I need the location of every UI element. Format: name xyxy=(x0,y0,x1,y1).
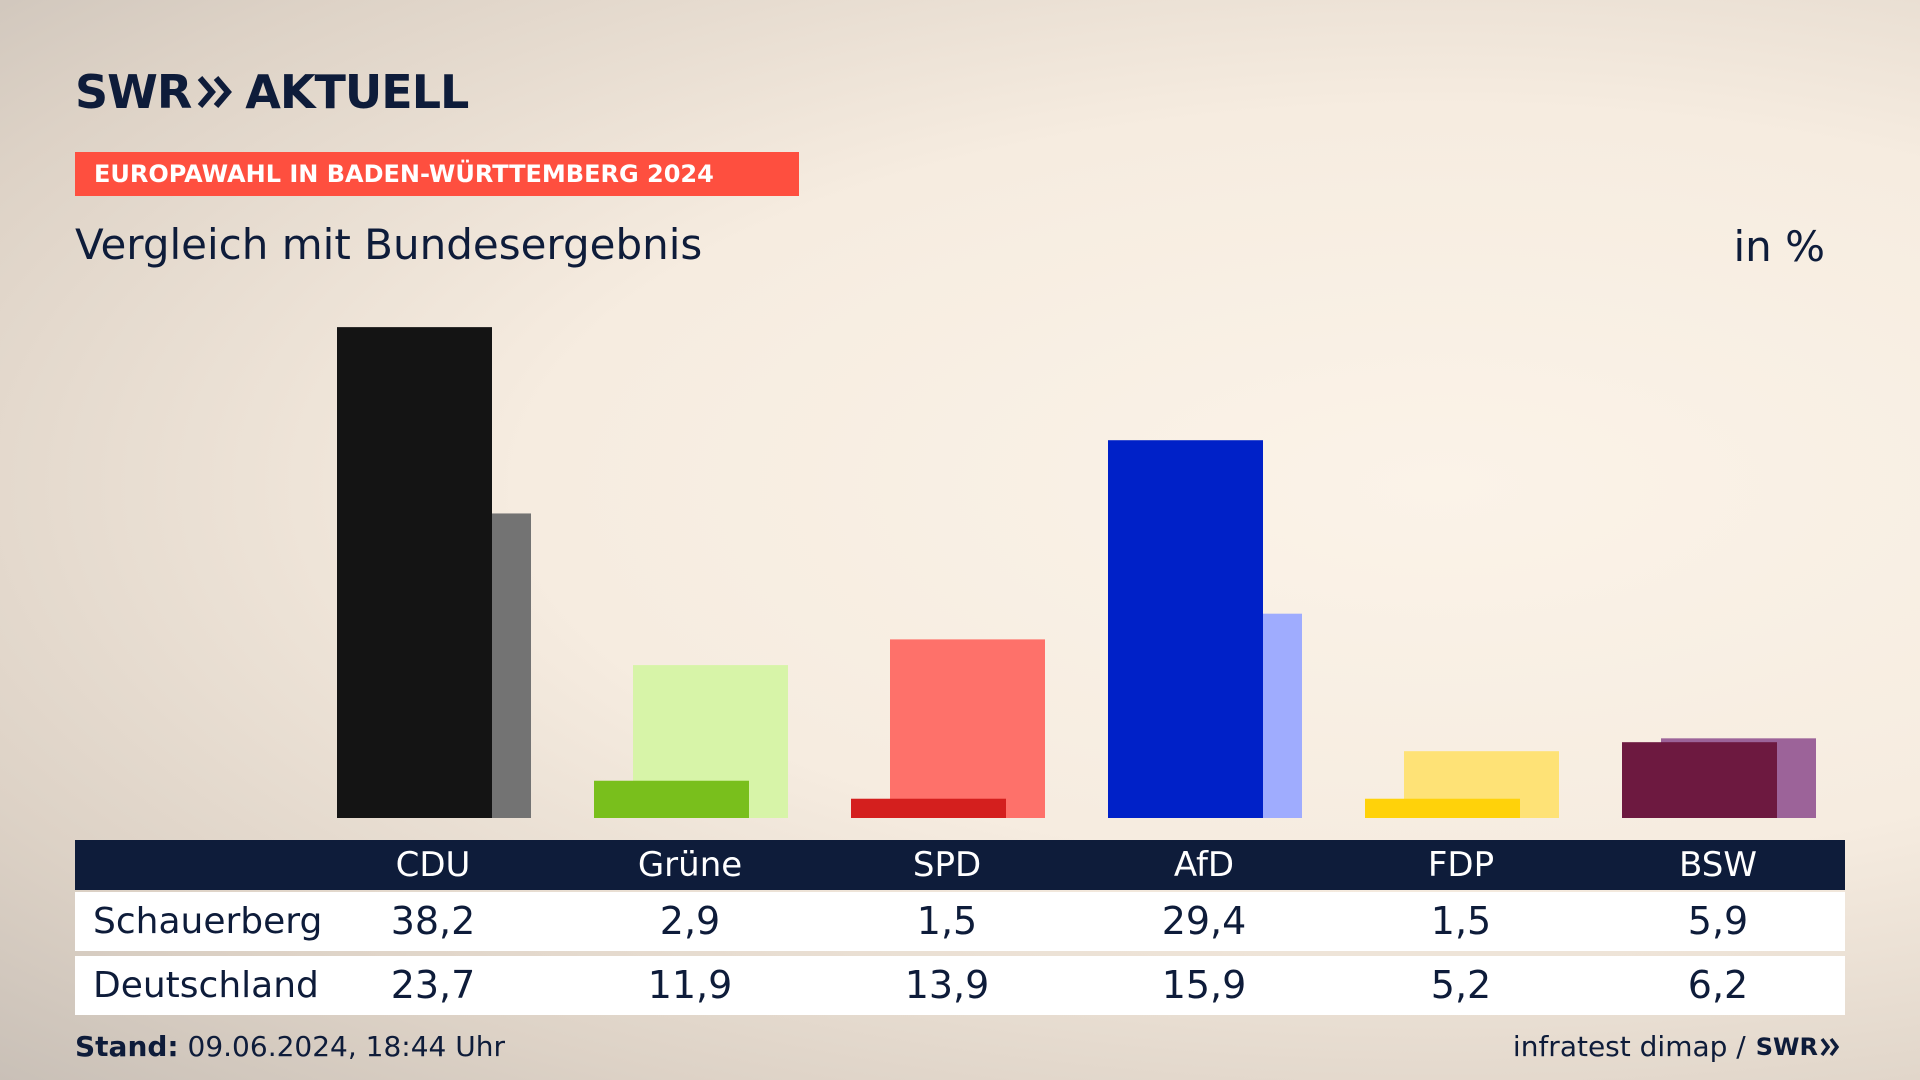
party-header: CDU xyxy=(395,845,471,885)
bar-schauerberg-afd xyxy=(1108,440,1263,818)
value-cell: 1,5 xyxy=(916,899,978,943)
value-cell: 2,9 xyxy=(659,899,721,943)
double-chevron-icon xyxy=(1820,1037,1840,1056)
row-label-deutschland: Deutschland xyxy=(93,965,319,1006)
bar-schauerberg-bsw xyxy=(1622,742,1777,818)
party-header: BSW xyxy=(1679,845,1757,885)
party-header: AfD xyxy=(1173,845,1235,885)
party-header: SPD xyxy=(912,845,982,885)
mini-logo-text: SWR xyxy=(1755,1032,1818,1061)
value-cell: 5,9 xyxy=(1687,899,1749,943)
unit-label: in % xyxy=(1733,222,1825,271)
value-cell: 6,2 xyxy=(1687,963,1749,1007)
logo-swr-text: SWR xyxy=(75,65,192,119)
swr-aktuell-logo: SWR AKTUELL xyxy=(75,65,469,119)
source-credit: infratest dimap / SWR xyxy=(1513,1030,1842,1063)
party-header: Grüne xyxy=(637,845,743,885)
table-row: Schauerberg 38,2 2,9 1,5 29,4 1,5 5,9 xyxy=(75,892,1845,951)
value-cell: 5,2 xyxy=(1430,963,1492,1007)
election-banner: EUROPAWAHL IN BADEN-WÜRTTEMBERG 2024 xyxy=(75,152,799,196)
bar-chart xyxy=(337,327,1816,818)
chart-subtitle: Vergleich mit Bundesergebnis xyxy=(75,220,703,269)
bar-schauerberg-grüne xyxy=(594,780,749,818)
party-header: FDP xyxy=(1427,845,1495,885)
value-cell: 38,2 xyxy=(390,899,476,943)
bar-deutschland-spd xyxy=(890,639,1045,818)
timestamp: Stand: 09.06.2024, 18:44 Uhr xyxy=(75,1030,505,1063)
value-cell: 13,9 xyxy=(904,963,990,1007)
table-header-row: CDU Grüne SPD AfD FDP BSW xyxy=(75,840,1845,890)
bar-schauerberg-spd xyxy=(851,798,1006,818)
value-cell: 1,5 xyxy=(1430,899,1492,943)
row-label-schauerberg: Schauerberg xyxy=(93,901,323,942)
stand-label: Stand: xyxy=(75,1030,179,1063)
value-cell: 23,7 xyxy=(390,963,476,1007)
source-text: infratest dimap / xyxy=(1512,1030,1746,1063)
bar-schauerberg-cdu xyxy=(337,327,492,818)
double-chevron-icon xyxy=(198,76,233,108)
value-cell: 15,9 xyxy=(1161,963,1247,1007)
value-cell: 29,4 xyxy=(1161,899,1247,943)
logo-aktuell-text: AKTUELL xyxy=(245,65,469,119)
value-cell: 11,9 xyxy=(647,963,733,1007)
bar-schauerberg-fdp xyxy=(1365,798,1520,818)
swr-mini-logo: SWR xyxy=(1756,1033,1842,1061)
table-row: Deutschland 23,7 11,9 13,9 15,9 5,2 6,2 xyxy=(75,956,1845,1015)
stand-value: 09.06.2024, 18:44 Uhr xyxy=(187,1030,505,1063)
